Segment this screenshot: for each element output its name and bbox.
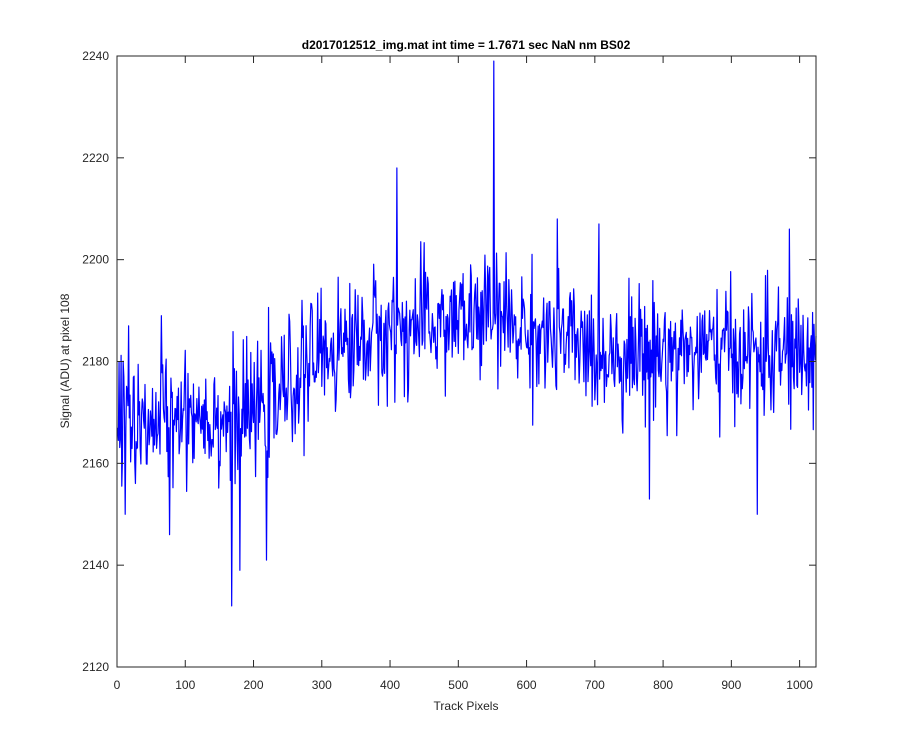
x-axis-label: Track Pixels bbox=[434, 699, 499, 713]
x-tick-label: 600 bbox=[517, 678, 537, 692]
y-tick-label: 2240 bbox=[82, 49, 109, 63]
x-tick-label: 900 bbox=[721, 678, 741, 692]
x-tick-label: 500 bbox=[448, 678, 468, 692]
x-tick-label: 200 bbox=[244, 678, 264, 692]
y-tick-label: 2120 bbox=[82, 660, 109, 674]
y-tick-label: 2200 bbox=[82, 253, 109, 267]
x-tick-label: 300 bbox=[312, 678, 332, 692]
chart-title: d2017012512_img.mat int time = 1.7671 se… bbox=[302, 38, 631, 52]
x-tick-label: 700 bbox=[585, 678, 605, 692]
x-tick-label: 100 bbox=[175, 678, 195, 692]
x-tick-label: 0 bbox=[114, 678, 121, 692]
plot-area bbox=[117, 56, 816, 667]
y-axis-label: Signal (ADU) at pixel 108 bbox=[58, 293, 72, 428]
x-tick-label: 800 bbox=[653, 678, 673, 692]
x-tick-label: 400 bbox=[380, 678, 400, 692]
y-tick-label: 2180 bbox=[82, 355, 109, 369]
y-axis: 2120 2140 2160 2180 2200 2220 2240 bbox=[82, 49, 816, 674]
signal-series-line bbox=[117, 60, 817, 607]
y-tick-label: 2140 bbox=[82, 558, 109, 572]
data-layer bbox=[117, 60, 817, 607]
x-axis: 0 100 200 300 400 500 600 700 800 900 1000 bbox=[114, 56, 813, 692]
y-tick-label: 2160 bbox=[82, 456, 109, 470]
y-tick-label: 2220 bbox=[82, 151, 109, 165]
x-tick-label: 1000 bbox=[786, 678, 813, 692]
